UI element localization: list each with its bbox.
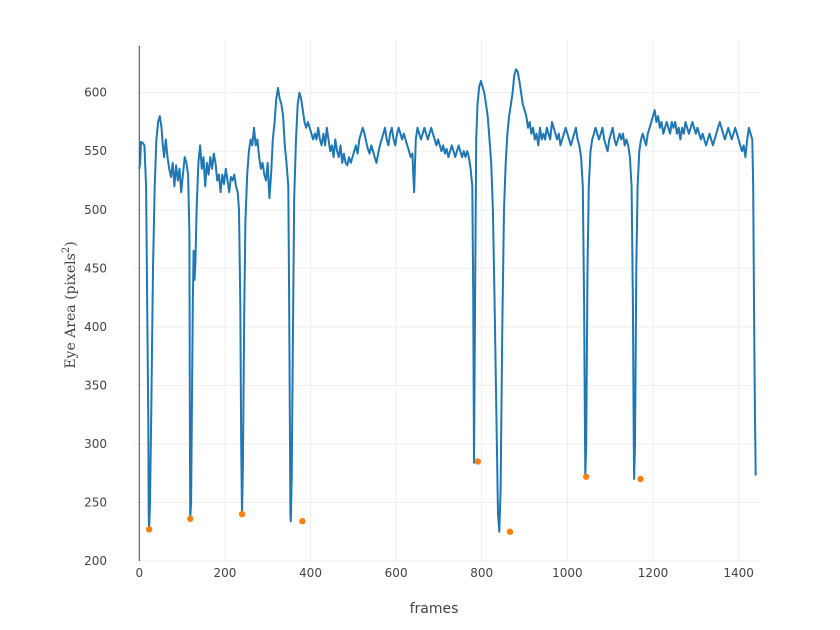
x-tick-label: 600 <box>385 566 408 580</box>
y-tick-labels: 200 250 300 350 400 450 500 550 600 <box>84 86 107 568</box>
blink-marker <box>187 515 194 523</box>
y-tick-label: 550 <box>84 144 107 158</box>
blink-marker <box>474 458 482 465</box>
plot-background <box>135 40 760 561</box>
y-tick-label: 200 <box>84 554 107 568</box>
y-tick-label: 400 <box>84 320 107 334</box>
blink-marker <box>238 510 246 518</box>
x-tick-label: 1400 <box>723 566 754 580</box>
x-tick-label: 200 <box>213 566 236 580</box>
y-axis-title: Eye Area (pixels2) <box>61 241 79 368</box>
x-tick-labels: 0 200 400 600 800 1000 1200 1400 <box>135 566 753 580</box>
y-tick-label: 450 <box>84 261 107 275</box>
x-tick-label: 0 <box>135 566 143 580</box>
blink-marker <box>299 517 306 525</box>
x-tick-label: 1200 <box>638 566 669 580</box>
x-tick-label: 1000 <box>552 566 583 580</box>
y-axis-title-main: Eye Area (pixels <box>63 253 79 369</box>
x-tick-label: 800 <box>470 566 493 580</box>
y-tick-label: 300 <box>84 437 107 451</box>
y-tick-label: 350 <box>84 378 107 392</box>
blink-marker <box>637 475 644 483</box>
blink-marker <box>582 473 590 480</box>
x-axis-title: frames <box>410 601 459 617</box>
y-tick-label: 600 <box>84 86 107 100</box>
eye-area-line <box>138 68 757 533</box>
y-tick-label: 250 <box>84 495 107 509</box>
y-axis-title-close: ) <box>63 241 79 246</box>
blink-marker <box>506 528 514 535</box>
markers-layer <box>145 458 644 535</box>
y-tick-label: 500 <box>84 203 107 217</box>
x-tick-label: 400 <box>299 566 322 580</box>
series-layer <box>138 68 757 533</box>
blink-marker <box>145 526 153 533</box>
y-axis-title-exponent: 2 <box>61 247 72 253</box>
